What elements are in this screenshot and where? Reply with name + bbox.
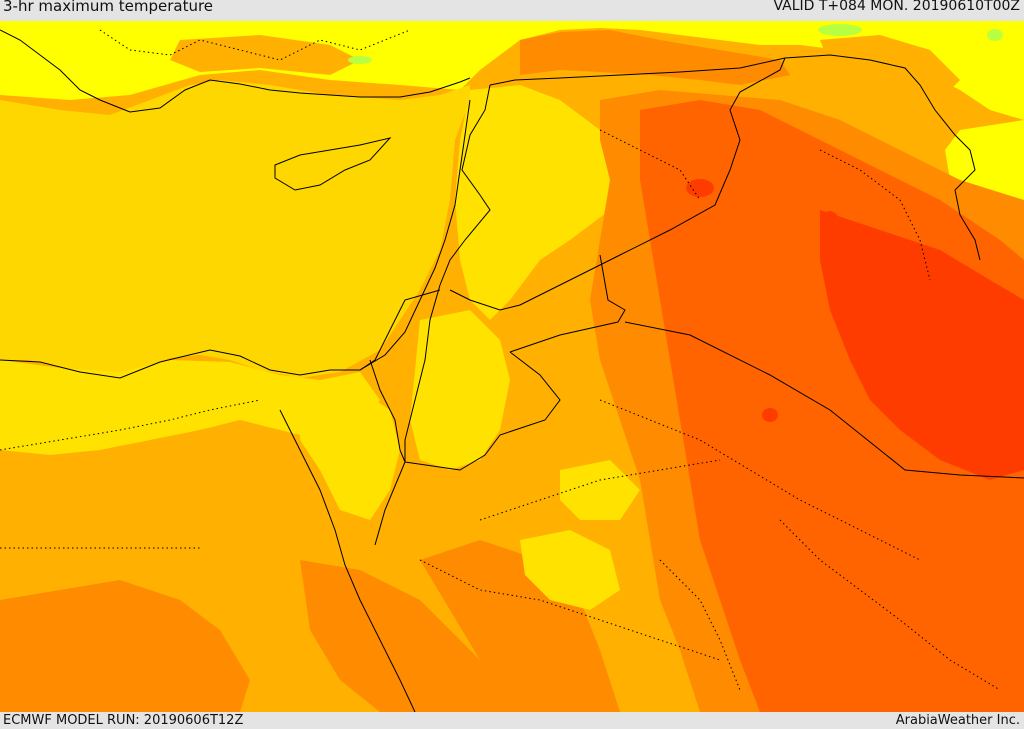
anatolia-orange-streak	[520, 30, 790, 85]
valid-time: VALID T+084 MON. 20190610T00Z	[773, 0, 1020, 14]
turkey-light-orange-patch	[170, 35, 360, 75]
red-hotspot-1	[686, 179, 714, 197]
map-title: 3-hr maximum temperature	[3, 0, 214, 15]
nile-delta-yellow	[0, 360, 380, 455]
coastlines	[0, 29, 471, 379]
admin-boundaries	[0, 29, 1001, 691]
map-canvas	[0, 21, 1024, 712]
temperature-map[interactable]	[0, 21, 1024, 712]
footer-bar: ECMWF MODEL RUN: 20190606T12Z ArabiaWeat…	[0, 712, 1024, 729]
levant-yellow-zone	[455, 85, 620, 320]
green-trace-2	[818, 24, 862, 36]
credit-label: ArabiaWeather Inc.	[895, 713, 1020, 728]
header-bar: 3-hr maximum temperature VALID T+084 MON…	[0, 0, 1024, 21]
green-trace-1	[348, 56, 372, 64]
mediterranean-sea	[0, 80, 470, 378]
iraq-red-core	[820, 210, 1024, 480]
jordan-yellow-zone	[410, 310, 510, 470]
sinai-yellow	[300, 390, 400, 520]
saudi-yellow-patch	[520, 530, 620, 610]
model-run-label: ECMWF MODEL RUN: 20190606T12Z	[3, 713, 244, 728]
jordan-yellow-patch	[560, 460, 640, 520]
country-borders	[279, 54, 1024, 712]
red-hotspot-3	[762, 408, 778, 422]
red-sea-coast-orange	[300, 560, 520, 712]
red-hotspot-2	[820, 211, 840, 239]
green-trace-3	[987, 29, 1003, 41]
egypt-orange-zone	[0, 580, 250, 712]
hejaz-orange	[420, 540, 620, 712]
turkey-light-orange-patch-2	[820, 35, 960, 100]
